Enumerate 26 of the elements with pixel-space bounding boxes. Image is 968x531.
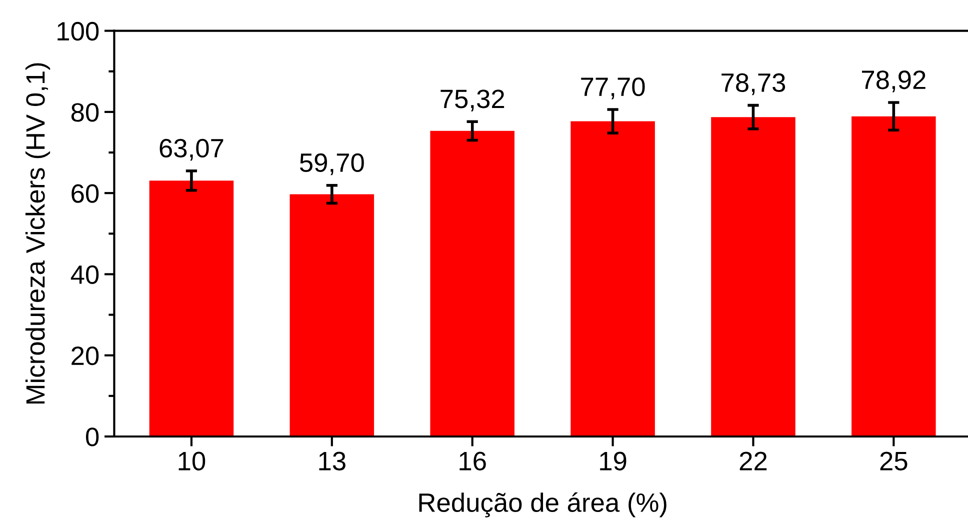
bar — [711, 117, 796, 436]
bar — [290, 194, 374, 436]
x-axis-title: Redução de área (%) — [419, 492, 666, 518]
data-label: 78,73 — [722, 73, 786, 96]
data-label: 77,70 — [581, 77, 645, 100]
y-tick-label: 40 — [70, 265, 99, 284]
data-label: 63,07 — [160, 138, 224, 161]
y-axis-title: Microdureza Vickers (HV 0,1) — [25, 63, 50, 404]
y-tick-label: 20 — [72, 346, 99, 366]
bar — [430, 130, 514, 436]
bar — [852, 116, 936, 436]
x-tick-label: 19 — [600, 452, 626, 470]
x-tick-label: 13 — [319, 452, 346, 470]
y-tick-label: 100 — [58, 22, 99, 41]
x-tick-label: 22 — [740, 452, 767, 470]
y-tick-label: 0 — [86, 428, 99, 446]
bar — [570, 121, 655, 436]
x-tick-label: 25 — [880, 452, 908, 470]
y-tick-label: 60 — [72, 184, 99, 203]
x-tick-label: 16 — [460, 452, 486, 470]
y-tick-label: 80 — [71, 103, 99, 122]
data-label: 75,32 — [440, 90, 504, 112]
x-tick-label: 10 — [178, 452, 206, 470]
data-label: 59,70 — [300, 153, 364, 176]
data-label: 78,92 — [862, 70, 926, 92]
bar — [149, 180, 234, 436]
